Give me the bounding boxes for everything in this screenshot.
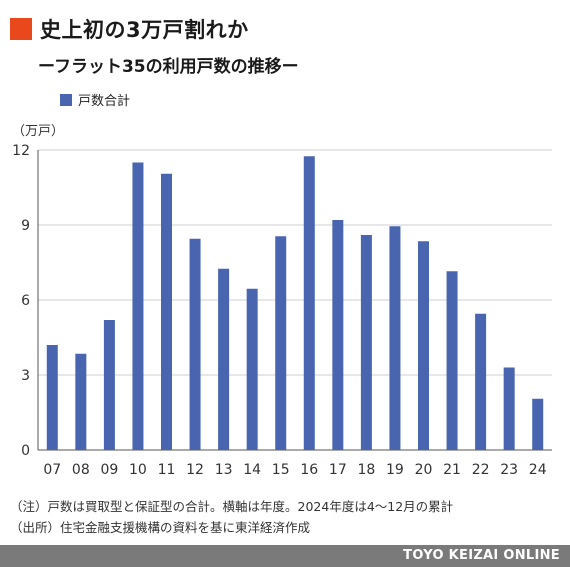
- bar: [103, 320, 115, 450]
- footer-bar: TOYO KEIZAI ONLINE: [0, 545, 570, 567]
- bar: [389, 226, 401, 450]
- x-tick-label: 19: [386, 462, 404, 475]
- x-tick-label: 13: [215, 462, 233, 475]
- bar: [218, 268, 230, 450]
- x-tick-label: 14: [243, 462, 261, 475]
- bar: [132, 162, 144, 450]
- y-tick-label: 9: [21, 218, 30, 234]
- bar: [475, 313, 487, 450]
- x-tick-label: 22: [472, 462, 490, 475]
- x-tick-label: 21: [443, 462, 461, 475]
- source-line: （出所）住宅金融支援機構の資料を基に東洋経済作成: [10, 520, 311, 535]
- bar: [75, 353, 87, 450]
- notes: （注）戸数は買取型と保証型の合計。横軸は年度。2024年度は4〜12月の累計 （…: [10, 496, 453, 538]
- bar: [46, 345, 58, 450]
- x-tick-label: 18: [357, 462, 375, 475]
- x-tick-label: 17: [329, 462, 347, 475]
- x-tick-label: 15: [272, 462, 290, 475]
- bar: [246, 288, 258, 450]
- bar: [189, 238, 201, 450]
- legend-label: 戸数合計: [78, 94, 131, 109]
- x-tick-label: 16: [300, 462, 318, 475]
- title-accent-square: [10, 18, 32, 40]
- legend-swatch: [60, 93, 72, 106]
- bar: [332, 220, 344, 450]
- bar: [161, 173, 172, 450]
- bar: [360, 235, 372, 450]
- bar-chart: 0 3 6 9 12 07 08 09 10 11 12 13 14 15 16 17 18 19 20 21 22 23…: [12, 143, 552, 475]
- bar: [446, 271, 458, 450]
- bar: [303, 156, 315, 450]
- x-tick-label: 12: [186, 462, 204, 475]
- bar: [275, 236, 287, 450]
- chart-title: 史上初の3万戸割れか: [40, 18, 249, 42]
- note-line: （注）戸数は買取型と保証型の合計。横軸は年度。2024年度は4〜12月の累計: [10, 499, 454, 514]
- bar: [503, 367, 515, 450]
- legend: 戸数合計: [60, 90, 130, 109]
- y-tick-label: 0: [21, 443, 30, 459]
- chart-subtitle: ーフラット35の利用戸数の推移ー: [38, 57, 299, 77]
- x-tick-label: 23: [500, 462, 518, 475]
- x-tick-label: 09: [100, 462, 118, 475]
- title-row: 史上初の3万戸割れか: [10, 14, 249, 44]
- footer-brand: TOYO KEIZAI ONLINE: [403, 548, 560, 563]
- y-tick-label: 3: [21, 368, 30, 384]
- bar: [418, 241, 429, 450]
- x-tick-label: 10: [129, 462, 147, 475]
- x-tick-label: 08: [72, 462, 90, 475]
- y-axis-unit: （万戸）: [12, 124, 65, 139]
- y-tick-label: 6: [21, 293, 30, 309]
- x-tick-label: 07: [43, 462, 61, 475]
- x-tick-label: 20: [415, 462, 433, 475]
- y-tick-label: 12: [12, 143, 30, 159]
- x-tick-label: 24: [529, 462, 547, 475]
- bar: [532, 398, 544, 450]
- x-tick-label: 11: [158, 462, 176, 475]
